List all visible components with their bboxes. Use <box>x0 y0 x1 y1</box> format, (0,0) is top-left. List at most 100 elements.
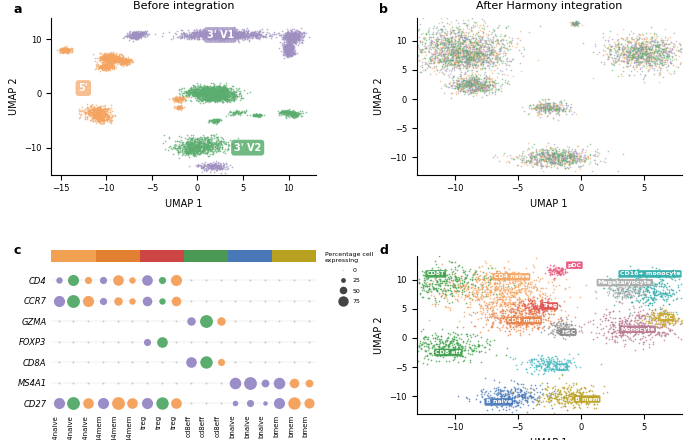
Point <box>134 32 145 39</box>
Point <box>464 276 475 283</box>
Point <box>667 54 677 61</box>
Point <box>103 54 114 61</box>
Point <box>632 287 643 294</box>
Point <box>471 67 482 74</box>
Point <box>565 329 576 336</box>
Point <box>105 54 116 61</box>
Point <box>624 38 635 45</box>
Point <box>292 31 303 38</box>
Point <box>634 281 645 288</box>
Point <box>195 89 206 96</box>
Point <box>202 88 213 95</box>
Point <box>549 140 560 147</box>
Point <box>196 88 207 95</box>
Point <box>581 404 592 411</box>
Point <box>91 113 102 120</box>
Point <box>230 31 241 38</box>
Point <box>627 53 638 60</box>
Point <box>200 318 211 325</box>
Point <box>82 115 92 122</box>
Point <box>215 32 226 39</box>
Point <box>577 21 588 28</box>
Point <box>288 110 299 117</box>
Point <box>110 57 121 64</box>
Point <box>485 323 496 330</box>
Point <box>502 44 513 51</box>
Point <box>645 55 656 62</box>
Point <box>116 60 127 67</box>
Point <box>516 316 527 323</box>
Point <box>296 37 307 44</box>
Point <box>610 282 621 290</box>
Point <box>178 93 189 100</box>
Point <box>88 108 99 115</box>
Point <box>203 85 214 92</box>
Point <box>119 55 129 62</box>
Point <box>214 116 225 123</box>
Point <box>108 53 119 60</box>
Point <box>393 51 404 58</box>
Point <box>292 37 303 44</box>
Point <box>639 38 650 45</box>
Point <box>92 113 103 120</box>
Point <box>565 153 576 160</box>
Point <box>543 139 553 147</box>
Point <box>287 31 298 38</box>
Point <box>645 64 656 71</box>
Point <box>643 299 654 306</box>
Point <box>188 31 199 38</box>
Point <box>608 321 619 328</box>
Point <box>638 329 649 336</box>
Point <box>463 293 474 300</box>
Point <box>245 31 256 38</box>
Point <box>572 303 583 310</box>
Point <box>662 279 673 286</box>
Point <box>527 362 538 369</box>
Point <box>222 95 233 102</box>
Point <box>514 301 525 308</box>
Point <box>634 285 645 292</box>
Point <box>195 89 206 96</box>
Point <box>210 92 221 99</box>
Point <box>616 48 627 55</box>
Point <box>279 32 290 39</box>
Point <box>534 103 545 110</box>
Point <box>233 29 244 37</box>
Point <box>199 89 210 96</box>
Point <box>262 29 273 36</box>
Point <box>205 29 216 36</box>
Point <box>171 95 182 102</box>
Point <box>192 143 203 150</box>
Point <box>208 33 219 40</box>
Point <box>86 106 97 113</box>
Point <box>203 29 214 36</box>
Point <box>488 299 499 306</box>
Point <box>215 318 226 325</box>
Point <box>538 105 549 112</box>
Point <box>512 322 523 329</box>
Point <box>210 115 221 122</box>
Point <box>458 45 469 52</box>
Point <box>645 43 656 50</box>
Point <box>199 90 210 97</box>
Point <box>408 63 419 70</box>
Point <box>83 297 94 304</box>
Point <box>201 91 212 98</box>
Point <box>572 163 583 170</box>
Point <box>236 108 247 115</box>
Point <box>471 78 482 85</box>
Point <box>539 291 550 298</box>
Point <box>196 91 207 98</box>
Point <box>280 49 291 56</box>
Point <box>539 358 550 365</box>
Point <box>653 274 664 281</box>
Point <box>466 76 477 83</box>
Point <box>102 61 113 68</box>
Point <box>603 45 614 52</box>
Point <box>456 352 467 359</box>
Point <box>238 31 249 38</box>
Point <box>504 298 515 305</box>
Point <box>468 271 479 278</box>
Point <box>60 45 71 52</box>
Point <box>504 308 515 315</box>
